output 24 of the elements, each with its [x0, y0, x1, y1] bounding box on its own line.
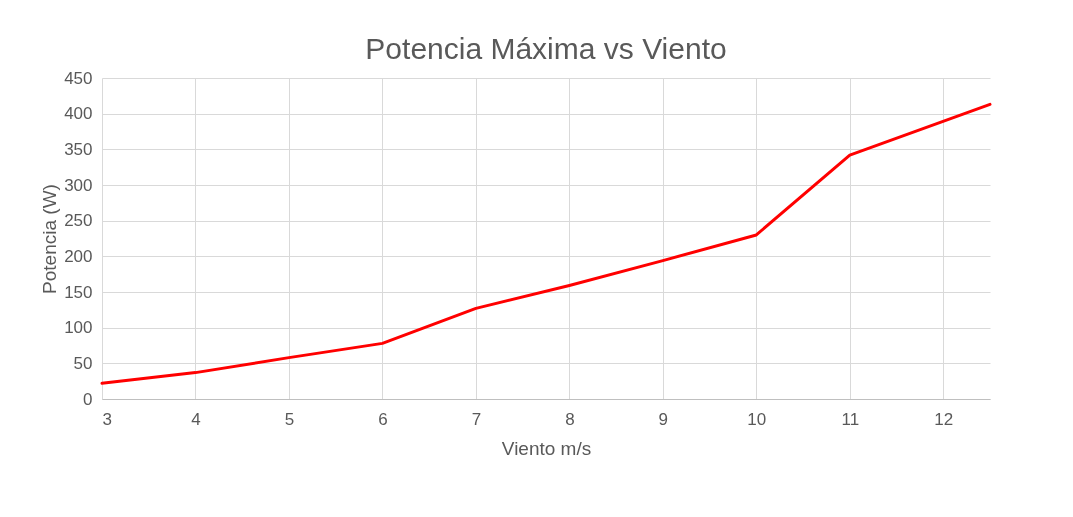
- x-tick-label: 12: [934, 409, 954, 429]
- y-tick-label: 150: [64, 282, 93, 302]
- x-tick-label: 9: [658, 409, 669, 429]
- x-tick-label: 6: [378, 409, 388, 429]
- x-tick-label: 4: [191, 409, 201, 429]
- x-tick-label: 7: [471, 409, 482, 429]
- y-tick-label: 100: [64, 318, 93, 338]
- x-tick-label: 3: [102, 409, 112, 429]
- y-tick-label: 200: [64, 246, 93, 266]
- y-tick-label: 250: [64, 211, 93, 231]
- y-tick-label: 300: [64, 175, 93, 195]
- y-tick-label: 450: [64, 68, 93, 88]
- x-tick-label: 5: [284, 409, 295, 429]
- x-axis-title: Viento m/s: [501, 437, 592, 459]
- chart-title: Potencia Máxima vs Viento: [365, 32, 727, 65]
- y-tick-label: 350: [64, 139, 93, 159]
- x-tick-label: 10: [747, 409, 767, 429]
- y-tick-label: 0: [83, 389, 93, 409]
- line-series: [100, 102, 992, 385]
- y-tick-label: 400: [64, 104, 93, 124]
- x-tick-label: 8: [565, 409, 575, 429]
- y-axis-title: Potencia (W): [39, 184, 61, 294]
- x-tick-label: 11: [841, 409, 860, 429]
- y-tick-label: 50: [73, 353, 93, 373]
